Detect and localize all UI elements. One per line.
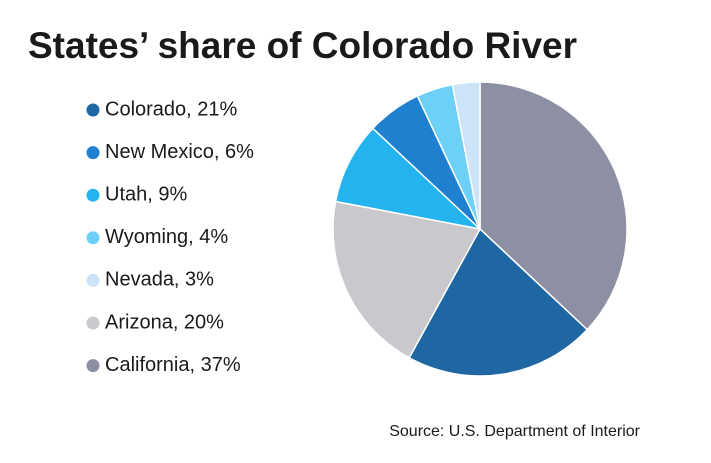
legend-label: Utah, 9% <box>105 183 187 205</box>
legend-marker <box>86 359 100 373</box>
chart-title: States’ share of Colorado River <box>28 25 577 66</box>
legend-label: Arizona, 20% <box>105 311 224 333</box>
legend-label: New Mexico, 6% <box>105 141 254 163</box>
legend-label: Colorado, 21% <box>105 98 238 120</box>
legend-marker <box>86 188 100 202</box>
legend-marker <box>86 316 100 330</box>
pie-slice <box>408 227 589 377</box>
legend-marker <box>86 146 100 160</box>
legend-marker <box>86 103 100 117</box>
legend-marker <box>86 231 100 245</box>
legend-label: Wyoming, 4% <box>105 226 228 248</box>
legend-marker <box>86 273 100 287</box>
pie-slice <box>451 81 481 230</box>
source: Source: U.S. Department of Interior <box>389 423 640 440</box>
pie-slice <box>334 127 483 231</box>
legend-label: California, 37% <box>105 354 241 376</box>
legend-label: Nevada, 3% <box>105 269 214 291</box>
pie-slice <box>479 81 628 331</box>
pie-slice <box>332 200 482 359</box>
